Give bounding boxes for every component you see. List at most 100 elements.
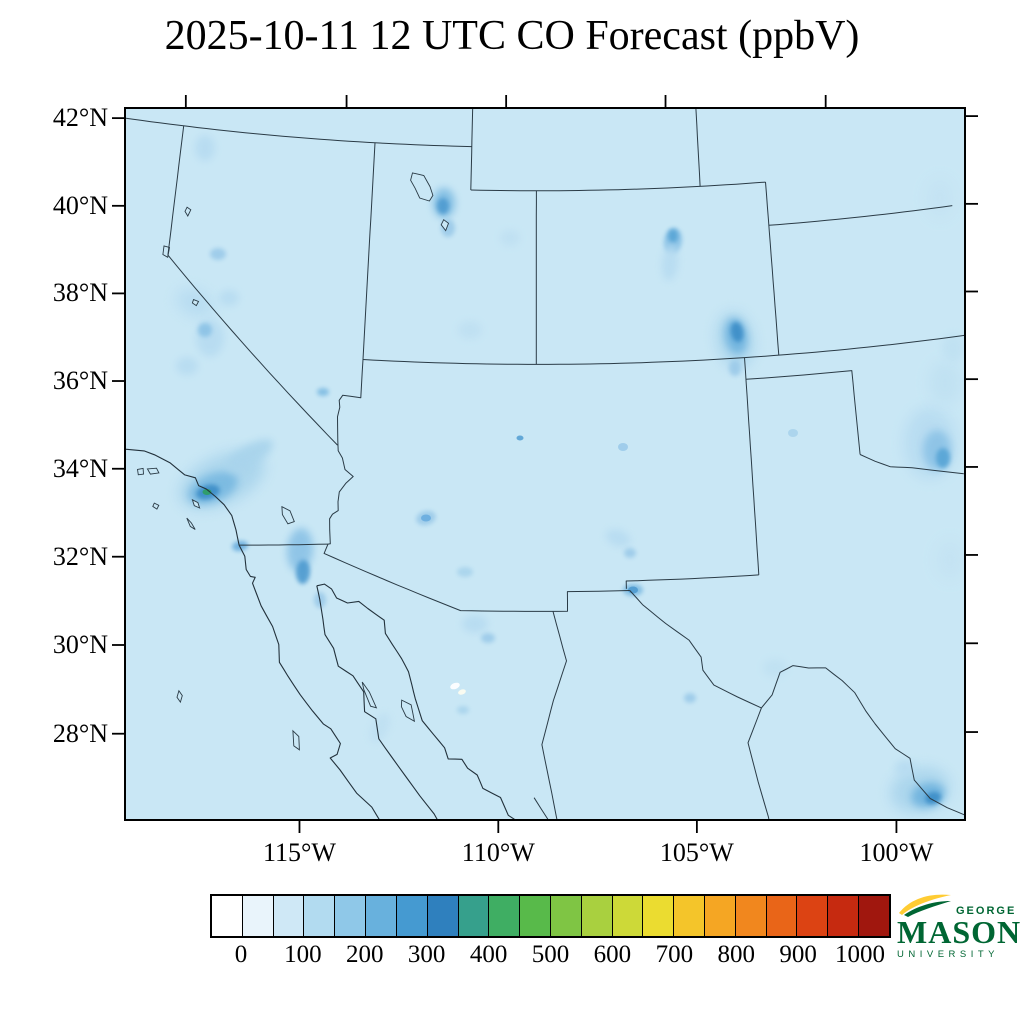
colorbar (210, 894, 891, 938)
lat-label: 38°N (52, 278, 108, 308)
co-plume (668, 229, 678, 243)
colorbar-cell (427, 896, 459, 936)
co-plume (895, 760, 915, 776)
colorbar-cell (735, 896, 767, 936)
colorbar-tick-label: 700 (655, 941, 694, 968)
co-plume (437, 198, 449, 214)
co-plume (926, 178, 954, 218)
island-san-nicolas-island (152, 502, 160, 510)
map-frame (124, 107, 966, 821)
lat-label: 32°N (52, 541, 108, 571)
coastline-pacific-baja-west (125, 448, 381, 820)
border-border-42N (125, 117, 472, 148)
lake-mono-lake (191, 299, 200, 307)
border-border-41N (470, 181, 766, 192)
border-wyoming-west (470, 108, 474, 191)
co-plume (500, 230, 520, 246)
island-tiburon-island (400, 699, 416, 723)
lon-label: 105°W (659, 838, 734, 867)
colorbar-cell (643, 896, 675, 936)
border-newmexico-south (625, 574, 759, 589)
colorbar-cell (242, 896, 274, 936)
border-red-river (859, 454, 964, 475)
colorbar-cell (581, 896, 613, 936)
colorbar-cell (366, 896, 397, 936)
co-plume (195, 135, 215, 161)
border-rio-grande (629, 590, 965, 816)
island-san-clemente-island (186, 517, 196, 530)
border-wyoming-east (695, 108, 701, 187)
gmu-logo-mason: MASON (897, 914, 1022, 950)
co-plume (481, 633, 495, 643)
gmu-logo-george: GEORGE (956, 905, 1017, 917)
co-plume (628, 586, 638, 594)
co-plume (196, 319, 224, 357)
colorbar-tick-label: 500 (531, 941, 570, 968)
co-plume (730, 322, 744, 342)
border-border-40N (768, 205, 953, 226)
border-nevada-utah (362, 142, 376, 360)
co-plume (684, 693, 696, 703)
co-plume (202, 489, 212, 495)
lon-label: 115°W (262, 838, 336, 867)
island-cedros-island (292, 729, 300, 751)
co-plume (624, 548, 636, 558)
border-sonora-sinaloa (533, 797, 549, 820)
gmu-logo: GEORGE MASON UNIVERSITY (897, 893, 1021, 960)
colorbar-tick-label: 100 (284, 941, 322, 968)
colorbar-cell (550, 896, 582, 936)
co-plume (763, 659, 787, 677)
co-plume (457, 567, 473, 577)
lat-label: 36°N (52, 366, 108, 396)
gmu-logo-university: UNIVERSITY (897, 949, 1000, 960)
border-colorado-east (765, 182, 780, 356)
co-plume (219, 290, 239, 306)
co-plume (661, 245, 679, 281)
coastline-baja-east (316, 585, 439, 820)
island-catalina-island (191, 498, 201, 509)
co-plume (458, 321, 482, 339)
border-california-mexico (239, 543, 329, 546)
colorbar-cell (859, 896, 889, 936)
co-plume (210, 248, 226, 260)
co-plume (198, 323, 212, 337)
coastline-sonora-coast (316, 583, 517, 820)
co-plume (729, 360, 741, 376)
island-santa-rosa-island (136, 467, 144, 476)
map-layers (125, 108, 965, 820)
colorbar-tick-label: 400 (469, 941, 508, 968)
colorbar-cell (489, 896, 521, 936)
lat-label: 30°N (52, 629, 108, 659)
co-plume (458, 689, 466, 695)
co-plume (457, 706, 469, 714)
co-plume (942, 334, 964, 362)
co-plume (929, 361, 961, 405)
island-guadalupe-island (176, 689, 183, 704)
gmu-leaf-icon (899, 894, 951, 917)
co-plume (176, 357, 198, 375)
colorbar-cell (797, 896, 829, 936)
colorbar-cell (304, 896, 336, 936)
co-plume (462, 615, 488, 633)
lat-label: 42°N (52, 103, 108, 133)
co-plume (286, 528, 314, 572)
colorbar-cell (705, 896, 736, 936)
border-colorado-river (327, 359, 364, 545)
gmu-logo-top: GEORGE (897, 893, 1021, 917)
border-texas-panhandle (745, 370, 861, 455)
lake-great-salt-lake (410, 172, 434, 202)
colorbar-tick-label: 900 (779, 941, 817, 968)
border-border-37N (362, 334, 965, 365)
co-plume (450, 682, 460, 690)
co-plume (295, 560, 311, 584)
lake-pyramid-lake (184, 206, 192, 217)
lake-salton-sea (281, 505, 295, 525)
co-field-background (125, 108, 965, 820)
border-newmexico-east (744, 357, 760, 575)
colorbar-tick-label: 300 (407, 941, 446, 968)
co-plume (936, 540, 964, 580)
colorbar-cell (212, 896, 243, 936)
co-plume (516, 435, 524, 441)
island-santa-cruz-island (146, 467, 160, 475)
